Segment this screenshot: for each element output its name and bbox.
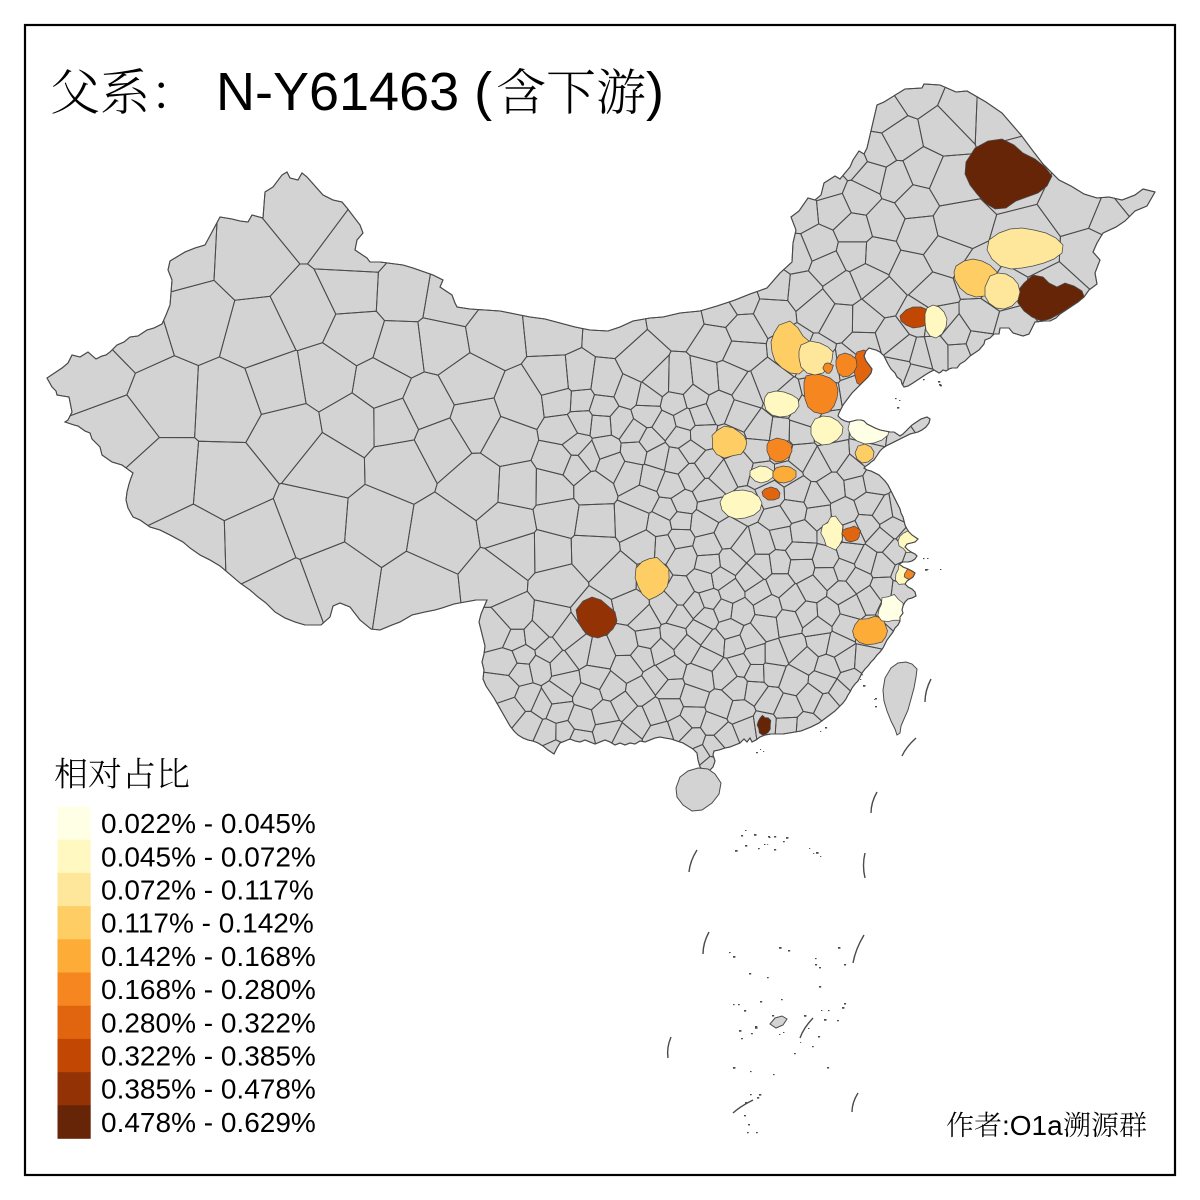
svg-text:0.385% - 0.478%: 0.385% - 0.478% [101,1074,316,1105]
svg-text:0.322% - 0.385%: 0.322% - 0.385% [101,1041,316,1072]
svg-text:0.022% - 0.045%: 0.022% - 0.045% [101,808,316,839]
svg-text:0.142% - 0.168%: 0.142% - 0.168% [101,941,316,972]
svg-text:0.117% - 0.142%: 0.117% - 0.142% [101,908,314,939]
svg-text:): ) [646,62,664,122]
svg-text:0.280% - 0.322%: 0.280% - 0.322% [101,1007,316,1038]
svg-text:0.478% - 0.629%: 0.478% - 0.629% [101,1107,316,1138]
svg-text::O1a: :O1a [1002,1110,1063,1141]
svg-text:0.072% - 0.117%: 0.072% - 0.117% [101,875,314,906]
svg-text:0.168% - 0.280%: 0.168% - 0.280% [101,974,316,1005]
svg-text:N-Y61463 (: N-Y61463 ( [216,62,492,122]
svg-text:0.045% - 0.072%: 0.045% - 0.072% [101,841,316,872]
